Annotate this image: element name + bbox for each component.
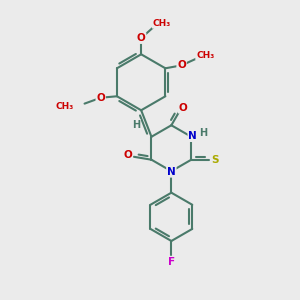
Text: O: O [124, 150, 132, 160]
Text: CH₃: CH₃ [153, 19, 171, 28]
Text: N: N [188, 131, 197, 141]
Text: H: H [199, 128, 207, 138]
Text: O: O [137, 33, 146, 43]
Text: H: H [132, 120, 140, 130]
Text: N: N [167, 167, 176, 177]
Text: O: O [178, 103, 188, 113]
Text: CH₃: CH₃ [196, 50, 214, 59]
Text: O: O [96, 93, 105, 103]
Text: O: O [177, 60, 186, 70]
Text: F: F [168, 256, 175, 267]
Text: CH₃: CH₃ [56, 102, 74, 111]
Text: S: S [212, 155, 219, 165]
